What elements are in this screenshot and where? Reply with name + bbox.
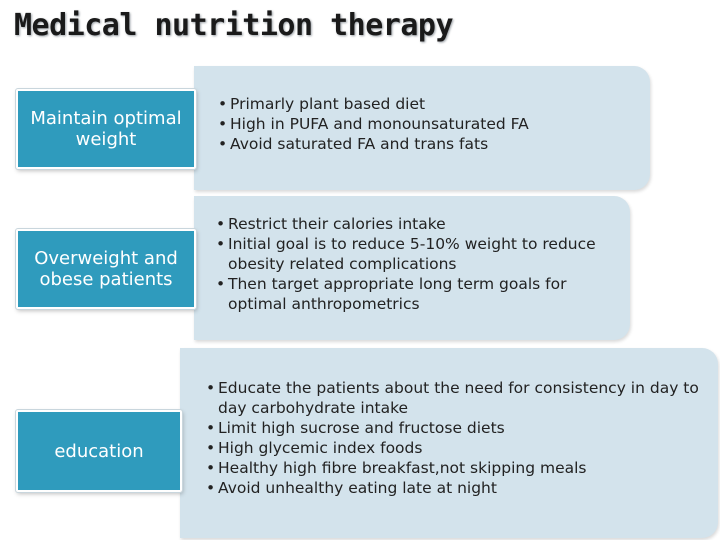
bullet-item: High glycemic index foods (206, 438, 714, 458)
bullet-item: Restrict their calories intake (216, 214, 622, 234)
label-box-maintain-weight: Maintain optimal weight (15, 88, 197, 170)
bullet-list: Educate the patients about the need for … (206, 378, 714, 498)
bullet-item: Primarly plant based diet (218, 94, 638, 114)
bullet-panel-maintain-weight: Primarly plant based diet High in PUFA a… (194, 66, 650, 190)
label-text: Maintain optimal weight (30, 108, 182, 150)
bullet-panel-overweight: Restrict their calories intake Initial g… (194, 196, 630, 340)
bullet-item: High in PUFA and monounsaturated FA (218, 114, 638, 134)
bullet-item: Avoid unhealthy eating late at night (206, 478, 714, 498)
slide-title: Medical nutrition therapy (14, 8, 454, 43)
label-text: Overweight and obese patients (34, 248, 178, 290)
bullet-list: Restrict their calories intake Initial g… (216, 214, 622, 314)
bullet-item: Initial goal is to reduce 5-10% weight t… (216, 234, 622, 274)
bullet-item: Healthy high fibre breakfast,not skippin… (206, 458, 714, 478)
bullet-item: Then target appropriate long term goals … (216, 274, 622, 314)
bullet-panel-education: Educate the patients about the need for … (180, 348, 718, 538)
bullet-item: Limit high sucrose and fructose diets (206, 418, 714, 438)
bullet-item: Avoid saturated FA and trans fats (218, 134, 638, 154)
label-text: education (54, 440, 144, 462)
label-box-overweight: Overweight and obese patients (15, 228, 197, 310)
bullet-list: Primarly plant based diet High in PUFA a… (218, 94, 638, 154)
bullet-item: Educate the patients about the need for … (206, 378, 714, 418)
label-box-education: education (15, 409, 183, 493)
